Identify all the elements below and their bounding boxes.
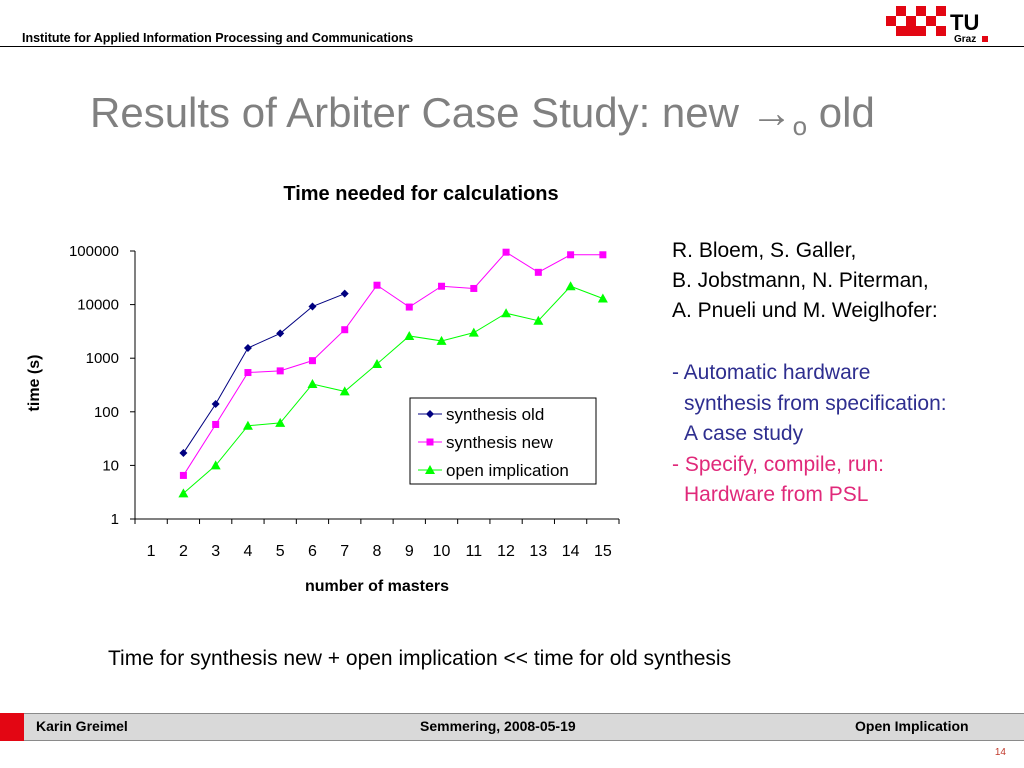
legend-marker-synthesis-new [426, 438, 434, 446]
legend-label-synthesis-old: synthesis old [446, 405, 544, 424]
time-chart: Time needed for calculations time (s) nu… [26, 183, 620, 595]
data-point-synthesis-new [534, 268, 542, 276]
x-tick-label: 14 [562, 543, 580, 560]
data-point-synthesis-new [567, 251, 575, 259]
data-point-open-implication [468, 327, 479, 337]
y-tick-label: 1000 [86, 350, 119, 367]
data-point-synthesis-new [308, 357, 316, 365]
data-point-synthesis-old [340, 289, 349, 298]
x-tick-label: 13 [529, 543, 547, 560]
series-line-open-implication [183, 285, 604, 494]
slide-title: Results of Arbiter Case Study: new →o ol… [90, 89, 875, 141]
data-point-synthesis-new [470, 284, 478, 292]
series-line-synthesis-new [182, 251, 603, 476]
footer-event: Semmering, 2008-05-19 [420, 718, 576, 734]
data-point-open-implication [404, 330, 415, 340]
data-point-synthesis-new [212, 420, 220, 428]
data-point-open-implication [501, 308, 512, 318]
data-point-open-implication [242, 420, 253, 430]
summary-statement: Time for synthesis new + open implicatio… [108, 647, 732, 670]
x-tick-label: 4 [243, 543, 252, 560]
authors-block: R. Bloem, S. Galler, B. Jobstmann, N. Pi… [672, 236, 938, 326]
y-axis-label: time (s) [26, 355, 43, 412]
x-tick-label: 10 [433, 543, 451, 560]
data-point-open-implication [565, 281, 576, 291]
x-tick-label: 9 [405, 543, 414, 560]
authors-line: A. Pnueli und M. Weiglhofer: [672, 299, 938, 322]
data-point-synthesis-old [276, 329, 285, 338]
x-axis-label: number of masters [305, 578, 449, 595]
tu-graz-logo: TU Graz [886, 6, 988, 45]
x-tick-label: 5 [276, 543, 285, 560]
x-tick-label: 3 [211, 543, 220, 560]
legend-label-open-implication: open implication [446, 461, 569, 480]
bullet-line: - Specify, compile, run: [672, 452, 885, 476]
data-point-open-implication [275, 417, 286, 427]
data-point-synthesis-old [179, 449, 188, 458]
bullet-line: - Automatic hardware [672, 361, 871, 384]
institute-name: Institute for Applied Information Proces… [22, 31, 414, 45]
footer-bar [0, 713, 1024, 741]
data-point-open-implication [339, 386, 350, 396]
x-tick-label: 8 [373, 543, 382, 560]
y-tick-label: 100 [94, 404, 119, 421]
data-point-synthesis-old [243, 343, 252, 352]
data-point-open-implication [533, 315, 544, 325]
data-point-synthesis-new [373, 281, 381, 289]
data-point-open-implication [597, 293, 608, 303]
legend-label-synthesis-new: synthesis new [446, 433, 553, 452]
data-point-synthesis-new [244, 369, 252, 377]
data-point-synthesis-new [502, 248, 510, 256]
bullet-line: synthesis from specification: [684, 391, 947, 415]
x-tick-label: 11 [465, 543, 482, 560]
data-point-open-implication [372, 358, 382, 368]
authors-line: R. Bloem, S. Galler, [672, 239, 857, 262]
page-number: 14 [994, 747, 1006, 758]
y-tick-label: 10 [102, 457, 119, 474]
footer-accent [0, 713, 24, 741]
x-tick-label: 1 [147, 543, 156, 560]
data-point-open-implication [307, 379, 318, 389]
x-tick-label: 12 [497, 543, 515, 560]
data-point-synthesis-new [179, 471, 187, 479]
legend-marker-open-implication [425, 465, 435, 474]
data-point-synthesis-new [405, 303, 413, 311]
data-point-synthesis-new [276, 367, 284, 375]
authors-line: B. Jobstmann, N. Piterman, [672, 269, 929, 292]
footer-topic: Open Implication [855, 718, 969, 734]
data-point-open-implication [210, 460, 221, 470]
bullet-list: - Automatic hardware synthesis from spec… [672, 358, 947, 511]
data-point-open-implication [436, 335, 447, 345]
bullet-line: Hardware from PSL [684, 483, 869, 506]
footer-author: Karin Greimel [36, 718, 128, 734]
x-tick-label: 7 [340, 543, 349, 560]
data-point-synthesis-old [211, 399, 220, 408]
data-point-synthesis-new [438, 282, 446, 290]
bullet-line: A case study [684, 422, 804, 445]
chart-title: Time needed for calculations [283, 183, 558, 205]
y-tick-label: 1 [111, 511, 119, 528]
data-point-synthesis-old [308, 302, 317, 311]
data-point-synthesis-new [599, 251, 607, 259]
y-tick-label: 10000 [77, 297, 119, 314]
svg-text:Graz: Graz [954, 34, 976, 45]
series-line-synthesis-old [182, 293, 345, 454]
x-tick-label: 15 [594, 543, 612, 560]
legend-marker-synthesis-old [426, 410, 434, 418]
svg-text:TU: TU [950, 10, 979, 35]
data-point-synthesis-new [341, 326, 349, 334]
data-point-open-implication [178, 488, 189, 498]
header-divider [0, 46, 1024, 47]
y-tick-label: 100000 [69, 243, 119, 260]
x-tick-label: 2 [179, 543, 188, 560]
x-tick-label: 6 [308, 543, 317, 560]
